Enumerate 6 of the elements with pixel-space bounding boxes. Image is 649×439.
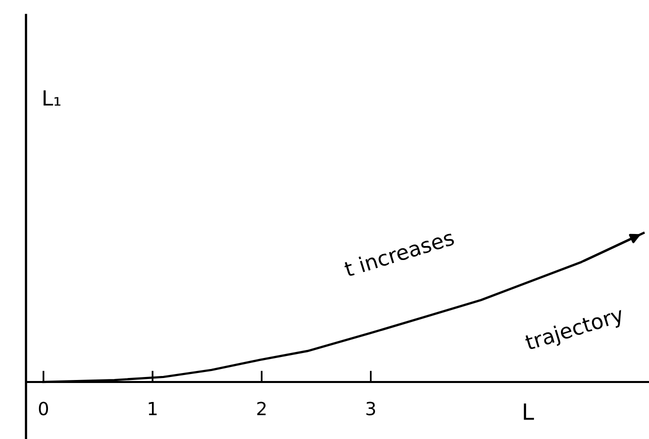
x-tick-label: 3 (366, 402, 376, 416)
x-tick-label: 2 (257, 402, 266, 416)
x-tick-label: 0 (38, 402, 48, 416)
x-tick-label: 1 (148, 402, 157, 416)
x-axis-title: L (524, 404, 534, 420)
text: L₁ (44, 90, 60, 106)
